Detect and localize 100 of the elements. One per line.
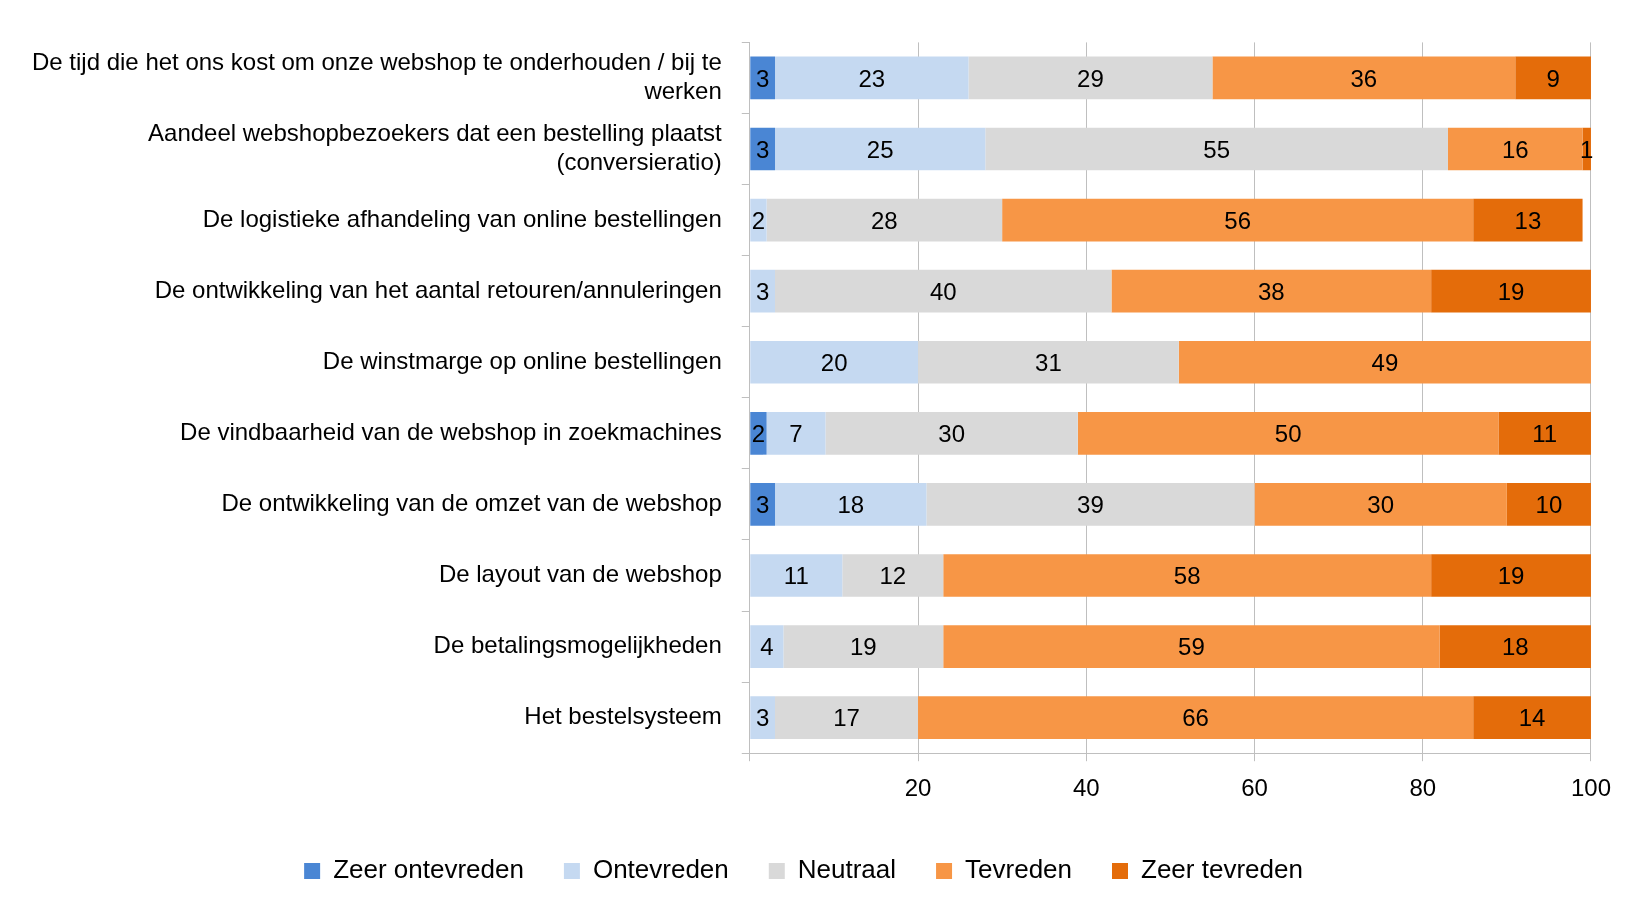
bar	[750, 412, 767, 455]
bar	[985, 127, 1448, 171]
data-label: 20	[820, 348, 848, 376]
data-label: 59	[1178, 633, 1205, 661]
bar	[775, 483, 927, 526]
legend-label: Zeer tevreden	[1141, 854, 1303, 885]
data-label: 3	[755, 704, 770, 732]
bar	[1077, 412, 1499, 455]
bar	[943, 625, 1440, 668]
bar	[1254, 483, 1507, 526]
data-label: 40	[929, 277, 957, 305]
bar	[1431, 269, 1591, 313]
bar	[1431, 554, 1591, 597]
legend-label: Ontevreden	[592, 854, 729, 885]
bar	[1178, 340, 1591, 384]
y-tick-label: Het bestelsysteem	[524, 702, 722, 730]
data-label: 18	[837, 491, 865, 519]
x-tick-label: 20	[904, 774, 932, 802]
bar	[766, 198, 1003, 242]
x-tick-label: 40	[1072, 774, 1100, 802]
y-tick-label: De tijd die het ons kost om onze webshop te onderhouden / bij te werken	[32, 48, 722, 104]
data-label: 25	[866, 135, 894, 163]
data-label: 2	[751, 419, 766, 447]
bar	[750, 696, 776, 739]
bar	[1447, 127, 1583, 171]
bar	[766, 412, 826, 455]
data-label: 39	[1077, 491, 1104, 519]
data-label: 49	[1371, 348, 1399, 376]
bar	[918, 340, 1179, 384]
bar	[825, 412, 1078, 455]
bar	[1002, 198, 1474, 242]
data-label: 18	[1501, 633, 1529, 661]
bar	[775, 696, 919, 739]
data-label: 12	[879, 562, 907, 590]
data-label: 4	[760, 633, 774, 661]
y-tick-label: De betalingsmogelijkheden	[433, 631, 722, 659]
data-label: 3	[755, 277, 770, 305]
data-label: 38	[1257, 277, 1285, 305]
data-label: 11	[1532, 419, 1558, 447]
y-tick-label: De vindbaarheid van de webshop in zoekmachines	[180, 417, 722, 445]
data-label: 7	[789, 419, 803, 447]
x-tick-label: 100	[1570, 774, 1611, 802]
data-label: 11	[783, 562, 809, 590]
data-label: 58	[1173, 562, 1201, 590]
bar	[775, 269, 1112, 313]
bar	[1212, 56, 1516, 100]
data-label: 9	[1546, 64, 1560, 92]
bar	[1506, 483, 1591, 526]
data-label: 16	[1501, 135, 1529, 163]
bar	[1498, 412, 1591, 455]
data-label: 36	[1350, 64, 1378, 92]
data-label: 29	[1077, 64, 1104, 92]
data-label: 23	[858, 64, 886, 92]
bar	[750, 269, 776, 313]
data-label: 30	[1367, 491, 1395, 519]
bar	[750, 340, 919, 384]
bar	[842, 554, 944, 597]
data-label: 66	[1182, 704, 1209, 732]
data-label: 17	[833, 704, 860, 732]
data-label: 3	[755, 64, 770, 92]
y-tick-label: De ontwikkeling van de omzet van de webshop	[221, 489, 722, 517]
y-tick-label: De ontwikkeling van het aantal retouren/annuleringen	[154, 275, 722, 303]
data-label: 19	[849, 633, 877, 661]
data-label: 31	[1035, 348, 1062, 376]
data-label: 2	[751, 206, 766, 234]
legend-label: Tevreden	[965, 854, 1073, 885]
data-label: 3	[755, 135, 770, 163]
legend-label: Neutraal	[797, 854, 897, 885]
data-label: 14	[1518, 704, 1546, 732]
bar	[783, 625, 944, 668]
data-label: 30	[938, 419, 966, 447]
bar	[750, 554, 843, 597]
bar	[1439, 625, 1591, 668]
data-label: 19	[1497, 562, 1525, 590]
legend-label: Zeer ontevreden	[333, 854, 524, 885]
data-label: 19	[1497, 277, 1525, 305]
y-tick-label: De layout van de webshop	[438, 560, 722, 588]
bar	[918, 696, 1474, 739]
data-label: 28	[871, 206, 898, 234]
y-tick-label: Aandeel webshopbezoekers dat een bestelling plaatst (conversieratio)	[148, 119, 723, 176]
data-label: 10	[1535, 491, 1563, 519]
y-tick-label: De winstmarge op online bestellingen	[322, 346, 722, 374]
bar	[750, 483, 776, 526]
data-label: 56	[1224, 206, 1252, 234]
bar	[1473, 696, 1591, 739]
data-label: 3	[755, 491, 770, 519]
data-label: 55	[1203, 135, 1230, 163]
y-tick-label: De logistieke afhandeling van online bestellingen	[202, 204, 722, 232]
bar	[775, 127, 986, 171]
bar	[1515, 56, 1591, 100]
bar	[775, 56, 969, 100]
x-tick-label: 60	[1241, 774, 1268, 802]
data-label: 13	[1514, 206, 1542, 234]
data-label: 50	[1274, 419, 1302, 447]
bar	[926, 483, 1255, 526]
bar	[1111, 269, 1432, 313]
bar	[943, 554, 1432, 597]
bar	[1473, 198, 1583, 242]
x-tick-label: 80	[1409, 774, 1437, 802]
bar	[750, 625, 784, 668]
